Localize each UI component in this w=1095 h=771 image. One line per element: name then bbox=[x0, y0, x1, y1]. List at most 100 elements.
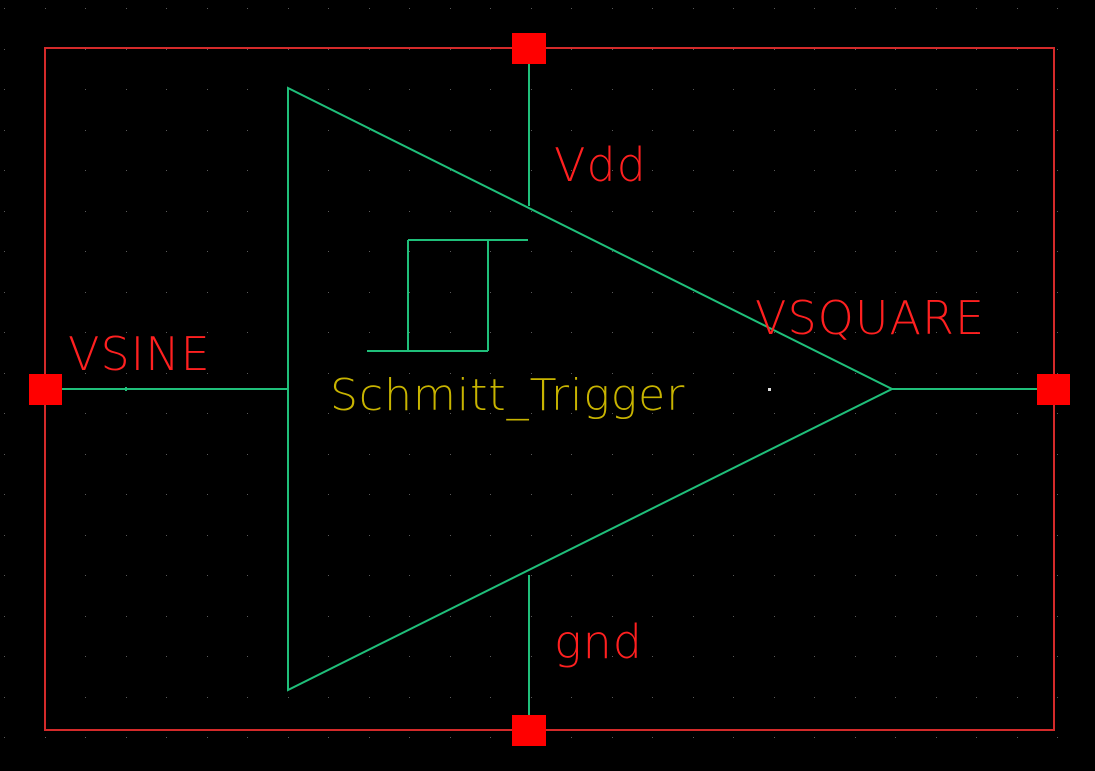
grid-dot bbox=[247, 454, 248, 455]
grid-dot bbox=[612, 616, 613, 617]
grid-dot bbox=[1057, 535, 1058, 536]
grid-dot bbox=[4, 616, 5, 617]
grid-dot bbox=[976, 454, 977, 455]
grid-dot bbox=[652, 332, 653, 333]
grid-dot bbox=[4, 656, 5, 657]
grid-dot bbox=[490, 616, 491, 617]
grid-dot bbox=[1017, 292, 1018, 293]
grid-dot bbox=[85, 130, 86, 131]
pin-gnd-marker[interactable] bbox=[512, 715, 546, 746]
grid-dot bbox=[1017, 494, 1018, 495]
grid-dot bbox=[207, 697, 208, 698]
grid-dot bbox=[85, 170, 86, 171]
grid-dot bbox=[571, 130, 572, 131]
grid-dot bbox=[936, 494, 937, 495]
grid-dot bbox=[1017, 697, 1018, 698]
grid-dot bbox=[409, 454, 410, 455]
grid-dot bbox=[571, 211, 572, 212]
grid-dot bbox=[126, 575, 127, 576]
grid-dot bbox=[1057, 8, 1058, 9]
grid-dot bbox=[409, 292, 410, 293]
grid-dot bbox=[814, 656, 815, 657]
grid-dot bbox=[1017, 575, 1018, 576]
grid-dot bbox=[1057, 494, 1058, 495]
grid-dot bbox=[166, 8, 167, 9]
grid-dot bbox=[571, 697, 572, 698]
grid-dot bbox=[571, 575, 572, 576]
grid-dot bbox=[126, 656, 127, 657]
grid-dot bbox=[126, 292, 127, 293]
grid-dot bbox=[328, 89, 329, 90]
grid-dot bbox=[814, 413, 815, 414]
grid-dot bbox=[1017, 616, 1018, 617]
grid-dot bbox=[126, 332, 127, 333]
grid-dot bbox=[126, 130, 127, 131]
grid-dot bbox=[571, 535, 572, 536]
grid-dot bbox=[855, 737, 856, 738]
grid-dot bbox=[166, 49, 167, 50]
grid-dot bbox=[733, 89, 734, 90]
grid-dot bbox=[814, 49, 815, 50]
grid-dot bbox=[409, 251, 410, 252]
grid-dot bbox=[166, 656, 167, 657]
grid-dot bbox=[976, 494, 977, 495]
grid-dot bbox=[490, 49, 491, 50]
grid-dot bbox=[1017, 413, 1018, 414]
grid-dot bbox=[814, 373, 815, 374]
grid-dot bbox=[855, 616, 856, 617]
grid-dot bbox=[976, 332, 977, 333]
grid-dot bbox=[733, 8, 734, 9]
grid-dot bbox=[976, 8, 977, 9]
grid-dot bbox=[693, 494, 694, 495]
grid-dot bbox=[612, 656, 613, 657]
grid-dot bbox=[328, 292, 329, 293]
grid-dot bbox=[328, 656, 329, 657]
grid-dot bbox=[1017, 737, 1018, 738]
grid-dot bbox=[976, 211, 977, 212]
grid-dot bbox=[693, 292, 694, 293]
grid-dot bbox=[4, 454, 5, 455]
grid-dot bbox=[328, 170, 329, 171]
grid-dot bbox=[247, 413, 248, 414]
grid-dot bbox=[1017, 332, 1018, 333]
grid-dot bbox=[976, 251, 977, 252]
grid-dot bbox=[490, 332, 491, 333]
grid-dot bbox=[450, 251, 451, 252]
grid-dot bbox=[369, 616, 370, 617]
pin-label-vsquare: VSQUARE bbox=[755, 291, 985, 345]
grid-dot bbox=[369, 494, 370, 495]
grid-dot bbox=[4, 697, 5, 698]
grid-dot bbox=[166, 251, 167, 252]
grid-dot bbox=[612, 130, 613, 131]
grid-dot bbox=[733, 535, 734, 536]
grid-dot bbox=[409, 616, 410, 617]
grid-dot bbox=[85, 211, 86, 212]
grid-dot bbox=[166, 373, 167, 374]
grid-dot bbox=[4, 49, 5, 50]
grid-dot bbox=[976, 697, 977, 698]
pin-vsquare-marker[interactable] bbox=[1037, 374, 1070, 405]
pin-vsine-marker[interactable] bbox=[29, 374, 62, 405]
grid-dot bbox=[976, 373, 977, 374]
grid-dot bbox=[976, 49, 977, 50]
grid-dot bbox=[450, 332, 451, 333]
grid-dot bbox=[328, 211, 329, 212]
grid-dot bbox=[733, 697, 734, 698]
grid-dot bbox=[652, 211, 653, 212]
pin-vdd-marker[interactable] bbox=[512, 33, 546, 64]
grid-dot bbox=[1057, 737, 1058, 738]
grid-dot bbox=[1057, 616, 1058, 617]
grid-dot bbox=[4, 89, 5, 90]
grid-dot bbox=[531, 332, 532, 333]
grid-dot bbox=[85, 697, 86, 698]
grid-dot bbox=[774, 170, 775, 171]
grid-dot bbox=[855, 494, 856, 495]
grid-dot bbox=[1017, 170, 1018, 171]
grid-dot bbox=[1057, 332, 1058, 333]
grid-dot bbox=[207, 130, 208, 131]
grid-dot bbox=[693, 170, 694, 171]
grid-dot bbox=[814, 535, 815, 536]
grid-dot bbox=[1057, 413, 1058, 414]
grid-dot bbox=[450, 616, 451, 617]
